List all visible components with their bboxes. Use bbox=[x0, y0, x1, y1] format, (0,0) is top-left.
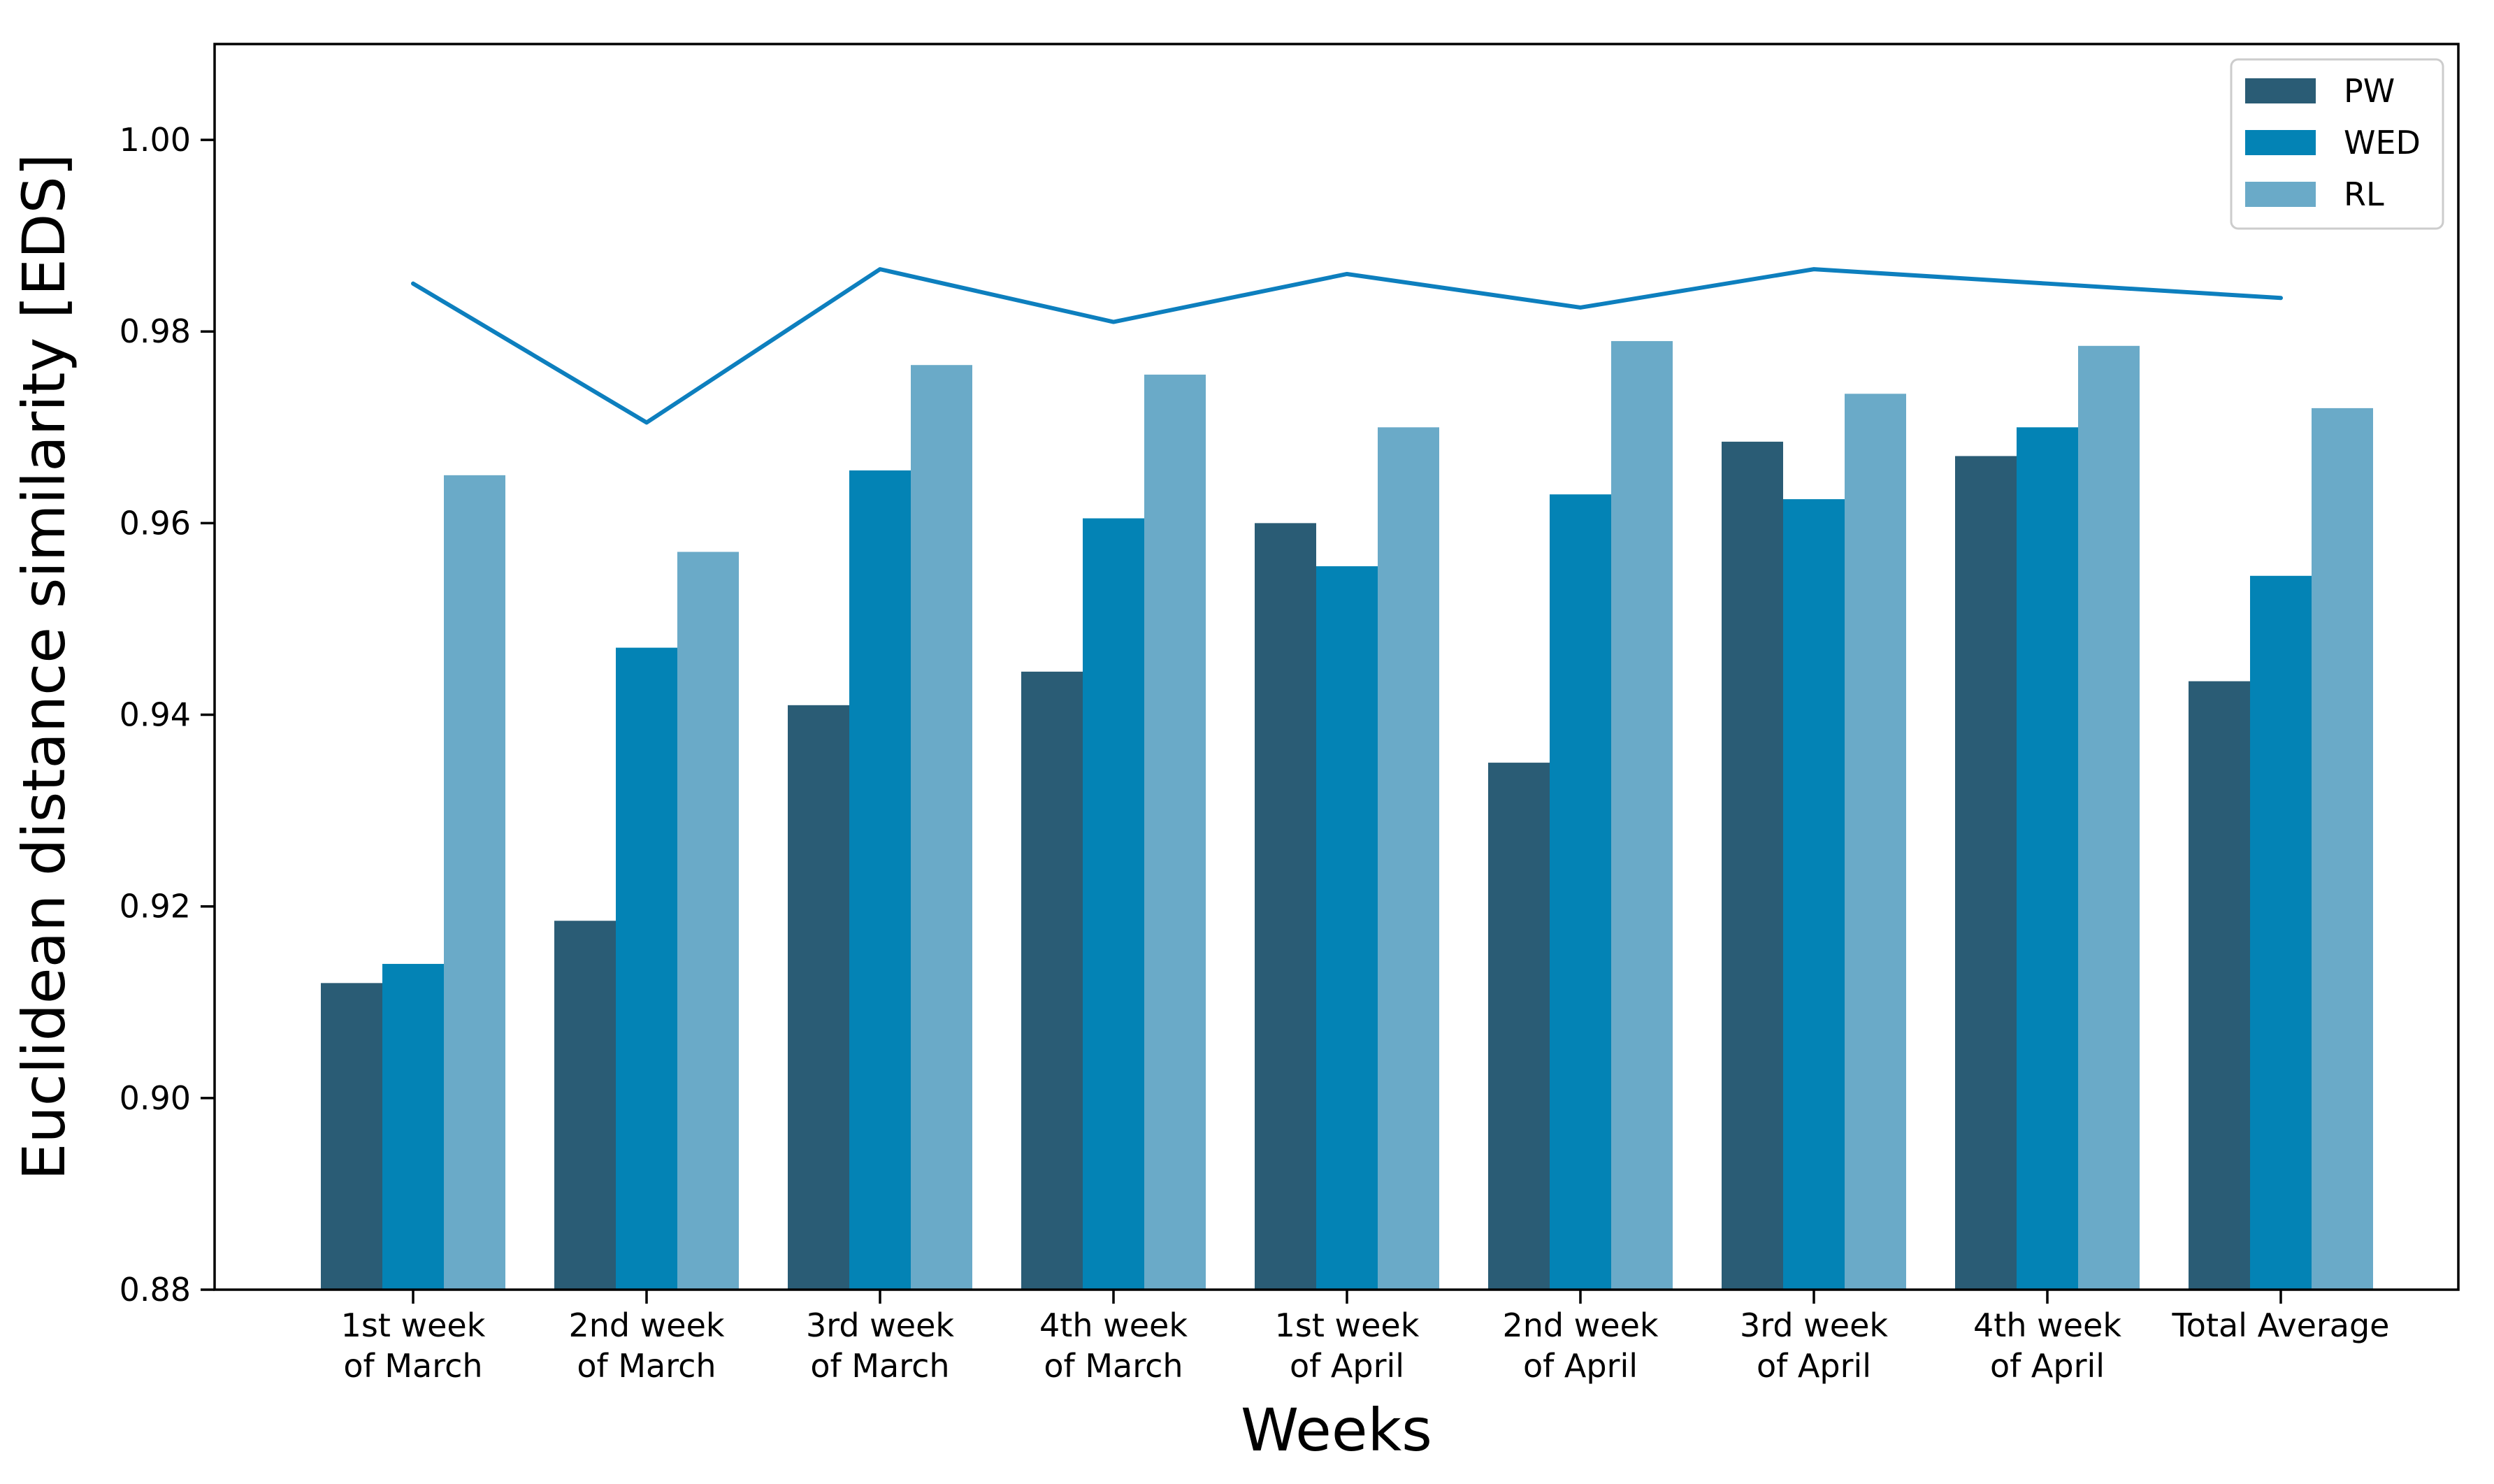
bar-WED bbox=[1083, 518, 1144, 1290]
legend-swatch-PW bbox=[2245, 78, 2316, 103]
bar-RL bbox=[2312, 408, 2373, 1290]
bar-RL bbox=[1845, 394, 1906, 1290]
bar-WED bbox=[849, 470, 911, 1290]
bar-WED bbox=[2250, 575, 2312, 1290]
bar-RL bbox=[677, 552, 739, 1290]
x-tick-label: 3rd week of March bbox=[806, 1306, 954, 1385]
bars-layer bbox=[321, 340, 2373, 1290]
legend: PW WED RL bbox=[2230, 58, 2444, 230]
bar-PW bbox=[554, 921, 616, 1290]
y-tick-label: 0.90 bbox=[120, 1079, 191, 1117]
x-tick-label: 4th week of March bbox=[1039, 1306, 1188, 1385]
bar-PW bbox=[1255, 523, 1316, 1290]
y-tick-label: 0.98 bbox=[120, 312, 191, 350]
y-axis: 0.88 0.90 0.92 0.94 0.96 0.98 1.00 bbox=[120, 121, 215, 1309]
y-tick-label: 1.00 bbox=[120, 121, 191, 159]
bar-WED bbox=[616, 647, 677, 1290]
bar-PW bbox=[1488, 763, 1550, 1290]
bar-PW bbox=[321, 983, 382, 1290]
bar-WED bbox=[1550, 494, 1611, 1290]
x-tick-label: 3rd week of April bbox=[1740, 1306, 1888, 1385]
line-path bbox=[411, 267, 2283, 425]
x-tick-label: Total Average bbox=[2172, 1306, 2390, 1344]
x-axis-label: Weeks bbox=[1241, 1396, 1432, 1464]
bar-RL bbox=[444, 475, 505, 1290]
x-tick-label: 1st week of April bbox=[1275, 1306, 1420, 1385]
y-tick-label: 0.96 bbox=[120, 504, 191, 542]
y-tick-label: 0.94 bbox=[120, 696, 191, 734]
bar-RL bbox=[911, 365, 972, 1290]
legend-rows: PW WED RL bbox=[2245, 72, 2421, 213]
bar-WED bbox=[1316, 566, 1378, 1290]
legend-label-RL: RL bbox=[2344, 175, 2384, 213]
bar-RL bbox=[1611, 340, 1673, 1290]
y-tick-label: 0.92 bbox=[120, 888, 191, 925]
x-tick-label: 4th week of April bbox=[1973, 1306, 2121, 1385]
bar-PW bbox=[1955, 456, 2017, 1290]
legend-swatch-RL bbox=[2245, 182, 2316, 207]
bar-PW bbox=[2189, 681, 2250, 1290]
x-tick-label: 2nd week of March bbox=[568, 1306, 724, 1385]
bar-RL bbox=[2078, 345, 2140, 1290]
legend-swatch-WED bbox=[2245, 130, 2316, 155]
x-tick-label: 1st week of March bbox=[341, 1306, 486, 1385]
bar-PW bbox=[788, 705, 849, 1290]
y-axis-label: Euclidean distance similarity [EDS] bbox=[10, 153, 78, 1180]
line-series bbox=[411, 267, 2283, 425]
plot-frame bbox=[213, 43, 2460, 1291]
bar-RL bbox=[1144, 374, 1206, 1290]
x-axis: 1st week of March 2nd week of March 3rd week… bbox=[341, 1290, 2390, 1385]
y-tick-label: 0.88 bbox=[120, 1271, 191, 1309]
bar-WED bbox=[1783, 499, 1845, 1290]
legend-label-WED: WED bbox=[2344, 124, 2421, 161]
legend-label-PW: PW bbox=[2344, 72, 2395, 110]
bar-PW bbox=[1722, 441, 1783, 1290]
bar-WED bbox=[2017, 427, 2078, 1290]
bar-RL bbox=[1378, 427, 1439, 1290]
x-tick-label: 2nd week of April bbox=[1502, 1306, 1658, 1385]
bar-WED bbox=[382, 963, 444, 1290]
bar-PW bbox=[1021, 671, 1083, 1290]
